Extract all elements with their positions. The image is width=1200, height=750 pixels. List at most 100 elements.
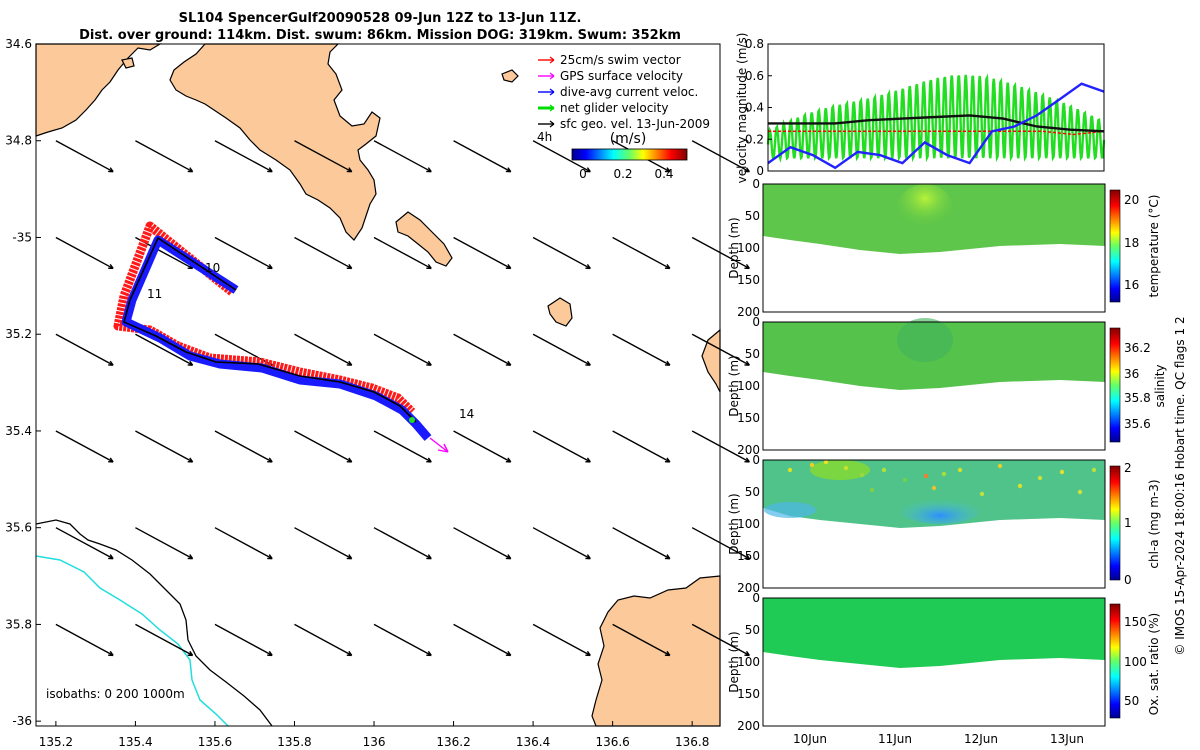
map-x-tick-label: 135.6: [198, 735, 232, 749]
map-x-tick-label: 136.4: [516, 735, 550, 749]
sfc-velocity-arrow: [55, 623, 114, 657]
sfc-velocity-arrow: [55, 236, 114, 270]
legend-arrowhead: [549, 104, 555, 112]
legend-arrowhead: [549, 56, 555, 64]
map-y-ticks: 34.6 34.8 -35 35.2 35.4 35.6 35.8 -36: [5, 37, 41, 728]
legend-label: dive-avg current veloc.: [560, 85, 698, 99]
temperature-cbar-tick-18: 18: [1124, 236, 1139, 250]
sfc-velocity-arrow: [612, 236, 671, 270]
chla-cbar-label: chl-a (mg m-3): [1147, 479, 1161, 568]
oxygen-cbar-label: Ox. sat. ratio (%): [1147, 613, 1161, 715]
ts-dive-avg-current-line: [767, 82, 1105, 170]
timeseries-panel: 0 0.2 0.4 0.6 0.8 velocity magnitude (m/s): [735, 33, 1106, 183]
map-title-line1: SL104 SpencerGulf20090528 09-Jun 12Z to …: [179, 11, 582, 26]
ts-sfc-geo-velocity-line: [768, 114, 1105, 133]
chla-dot: [1059, 469, 1065, 475]
temperature-cbar-tick-20: 20: [1124, 193, 1139, 207]
sfc-velocity-arrow: [691, 623, 750, 657]
sfc-velocity-arrow: [135, 623, 194, 657]
legend-label: net glider velocity: [560, 101, 668, 115]
time-tick-12jun: 12Jun: [964, 732, 998, 746]
oxygen-data-field: [763, 598, 1105, 668]
imos-credit: © IMOS 15-Apr-2024 18:00:16 Hobart time.…: [1173, 316, 1187, 655]
map-legend: 25cm/s swim vector GPS surface velocity di…: [532, 53, 712, 144]
oxygen-cbar-tick-150: 150: [1124, 615, 1147, 629]
ts-y-ticks: 0 0.2 0.4 0.6 0.8: [745, 37, 772, 178]
sfc-velocity-arrow: [294, 430, 353, 463]
chla-depth-tick-150: 150: [737, 549, 760, 563]
ts-y-tick-label: 0.2: [745, 132, 764, 146]
land-island-3: [501, 69, 519, 83]
ts-y-tick-label: 0: [756, 164, 764, 178]
map-y-tick-label: 34.6: [5, 37, 32, 51]
sfc-velocity-arrow: [373, 623, 432, 657]
map-x-tick-label: 136.8: [675, 735, 709, 749]
chla-depth-tick-50: 50: [745, 485, 760, 499]
chla-depth-label: Depth (m): [727, 493, 741, 554]
map-x-tick-label: 136.2: [436, 735, 470, 749]
sfc-velocity-arrow: [532, 527, 591, 560]
sfc-velocity-arrow: [373, 527, 432, 560]
sfc-velocity-arrow: [453, 623, 512, 657]
salinity-depth-tick-100: 100: [737, 379, 760, 393]
sfc-velocity-arrow: [691, 430, 750, 463]
sfc-velocity-arrow: [612, 333, 671, 366]
section-temperature: 20 18 16 temperature (°C) Depth (m) 0 50…: [727, 177, 1161, 319]
chla-dot: [881, 467, 887, 473]
map-x-ticks: 135.2 135.4 135.6 135.8 136 136.2 136.4 136.6 13…: [39, 721, 709, 749]
chla-dot: [997, 463, 1003, 469]
oxygen-depth-tick-150: 150: [737, 687, 760, 701]
sfc-velocity-arrow: [55, 430, 114, 463]
track-label-10: 10: [205, 261, 220, 275]
chla-scatter-dots: [787, 459, 1097, 497]
time-axis: 10Jun 11Jun 12Jun 13Jun: [793, 732, 1084, 746]
chla-dot: [859, 472, 865, 478]
sfc-velocity-arrow: [294, 140, 353, 173]
legend-box: [532, 54, 712, 140]
temperature-cbar-tick-16: 16: [1124, 278, 1139, 292]
chla-cbar-tick-1: 1: [1124, 516, 1132, 530]
sfc-velocity-arrow: [691, 236, 750, 270]
time-tick-11jun: 11Jun: [878, 732, 912, 746]
glider-track: [113, 221, 449, 453]
chla-dot: [823, 459, 829, 465]
sfc-velocity-arrow: [612, 623, 671, 657]
land-island-1: [395, 211, 453, 267]
ts-gps-surface-velocity-line: [768, 130, 1105, 136]
isobath-1000m: [35, 555, 229, 727]
salinity-depth-tick-0: 0: [752, 315, 760, 329]
legend-note-4h: 4h: [537, 130, 552, 144]
map-x-tick-label: 136.6: [595, 735, 629, 749]
sfc-velocity-arrow: [453, 527, 512, 560]
temperature-depth-tick-200: 200: [737, 305, 760, 319]
ts-y-tick-label: 0.6: [745, 69, 764, 83]
land-kangaroo-island: [591, 575, 721, 727]
temperature-cbar-label: temperature (°C): [1147, 195, 1161, 298]
sfc-velocity-arrow: [532, 140, 591, 173]
salinity-fresh-patch: [897, 318, 953, 362]
salinity-colorbar: [1109, 327, 1121, 443]
section-oxygen: 150 100 50 Ox. sat. ratio (%) Depth (m) …: [727, 591, 1161, 733]
chla-dot: [1077, 489, 1083, 495]
isobath-200m: [35, 519, 273, 727]
sfc-velocity-arrow: [691, 140, 750, 173]
salinity-depth-tick-150: 150: [737, 411, 760, 425]
chla-dot: [979, 491, 985, 497]
sfc-velocity-arrow: [453, 236, 512, 270]
salinity-cbar-tick-36: 36: [1124, 367, 1139, 381]
temperature-depth-label: Depth (m): [727, 217, 741, 278]
chla-depth-tick-0: 0: [752, 453, 760, 467]
legend-arrowhead: [549, 120, 555, 128]
salinity-depth-tick-50: 50: [745, 347, 760, 361]
sfc-velocity-arrow: [214, 236, 273, 270]
chla-dot: [931, 485, 937, 491]
temperature-depth-tick-50: 50: [745, 209, 760, 223]
oxygen-colorbar: [1109, 603, 1121, 719]
ts-y-tick-label: 0.4: [745, 101, 764, 115]
sfc-velocity-arrow: [135, 333, 194, 366]
sfc-velocity-arrow: [373, 236, 432, 270]
map-colorbar: (m/s) 0 0.2 0.4: [571, 131, 688, 181]
chla-dot: [787, 467, 793, 473]
map-title-line2: Dist. over ground: 114km. Dist. swum: 86…: [79, 28, 681, 43]
